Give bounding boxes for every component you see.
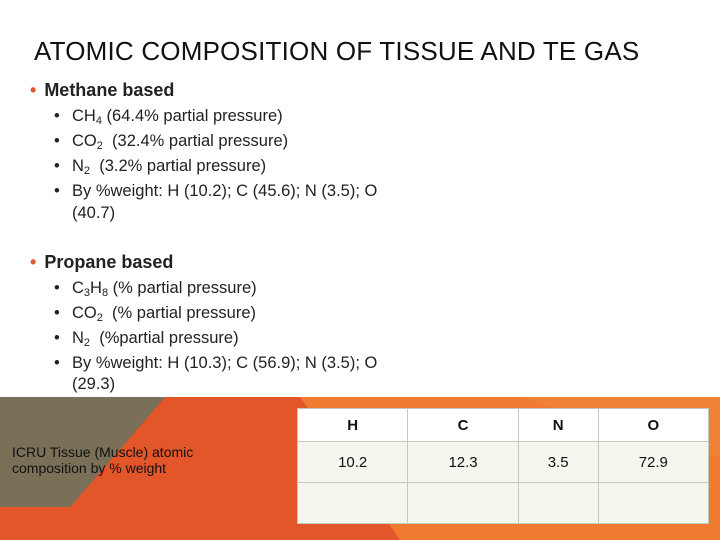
composition-table: H C N O 10.2 12.3 3.5 72.9 xyxy=(296,408,710,524)
list-item: • CO2 (% partial pressure) xyxy=(54,304,257,324)
section-heading-propane: • Propane based xyxy=(30,252,174,272)
list-item: • CH4 (64.4% partial pressure) xyxy=(54,107,283,127)
section-heading-methane: • Methane based xyxy=(30,80,175,100)
table-cell: 12.3 xyxy=(407,441,519,483)
list-item: • By %weight: H (10.2); C (45.6); N (3.5)… xyxy=(54,182,378,200)
table-header-row: H C N O xyxy=(296,408,710,442)
table-cell xyxy=(296,482,409,524)
table-cell xyxy=(517,482,599,524)
list-item-continuation: (40.7) xyxy=(72,204,116,222)
table-row xyxy=(296,482,710,524)
table-header-cell: O xyxy=(597,408,710,442)
slide-title: ATOMIC COMPOSITION OF TISSUE AND TE GAS xyxy=(34,36,640,66)
list-item: • N2 (%partial pressure) xyxy=(54,329,239,349)
list-item: • CO2 (32.4% partial pressure) xyxy=(54,132,289,152)
list-item-continuation: (29.3) xyxy=(72,375,116,393)
bullet-icon: • xyxy=(30,80,37,100)
list-item: • N2 (3.2% partial pressure) xyxy=(54,157,267,177)
table-cell: 3.5 xyxy=(517,441,599,483)
table-header-cell: H xyxy=(296,408,409,442)
table-header-cell: C xyxy=(407,408,519,442)
tissue-label: ICRU Tissue (Muscle) atomic composition … xyxy=(12,444,194,476)
table-row: 10.2 12.3 3.5 72.9 xyxy=(296,441,710,483)
table-cell: 72.9 xyxy=(597,441,710,483)
list-item: • By %weight: H (10.3); C (56.9); N (3.5)… xyxy=(54,354,378,372)
table-header-cell: N xyxy=(517,408,599,442)
bullet-icon: • xyxy=(30,252,37,272)
band-shade xyxy=(0,397,165,507)
table-cell xyxy=(407,482,519,524)
list-item: • C3H8 (% partial pressure) xyxy=(54,279,257,299)
table-cell: 10.2 xyxy=(296,441,409,483)
table-cell xyxy=(597,482,710,524)
